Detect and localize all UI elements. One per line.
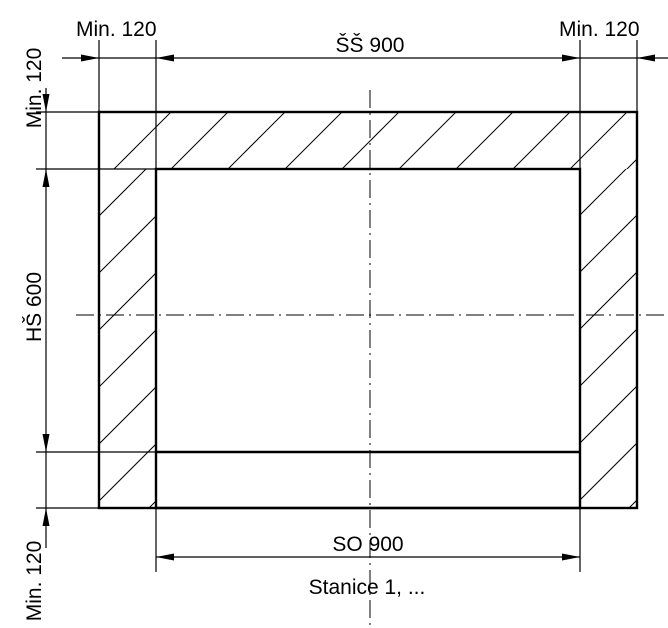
label-top-left-min: Min. 120: [76, 18, 157, 41]
arrow-top-2: [156, 54, 174, 62]
label-height: HŠ 600: [23, 272, 46, 342]
cabinet-outline: [154, 167, 582, 510]
arrow-bottom-2: [562, 553, 580, 561]
label-width-top: ŠŠ 900: [336, 34, 405, 57]
hatch-right: [580, 169, 637, 508]
arrow-top-3: [562, 54, 580, 62]
arrow-left-3: [42, 434, 50, 452]
hatch-top: [113, 112, 637, 169]
label-caption: Stanice 1, ...: [309, 576, 426, 599]
arrow-bottom-1: [156, 553, 174, 561]
arrow-left-1: [42, 94, 50, 112]
outer-clearance-outline: [97, 110, 639, 510]
label-width-bottom: SO 900: [332, 533, 403, 556]
arrow-top-1: [81, 54, 99, 62]
label-left-bottom-min: Min. 120: [23, 541, 46, 622]
arrow-left-4: [42, 508, 50, 526]
label-left-top-min: Min. 120: [23, 48, 46, 129]
arrow-top-4: [637, 54, 655, 62]
label-top-right-min: Min. 120: [559, 18, 640, 41]
arrow-left-2: [42, 169, 50, 187]
